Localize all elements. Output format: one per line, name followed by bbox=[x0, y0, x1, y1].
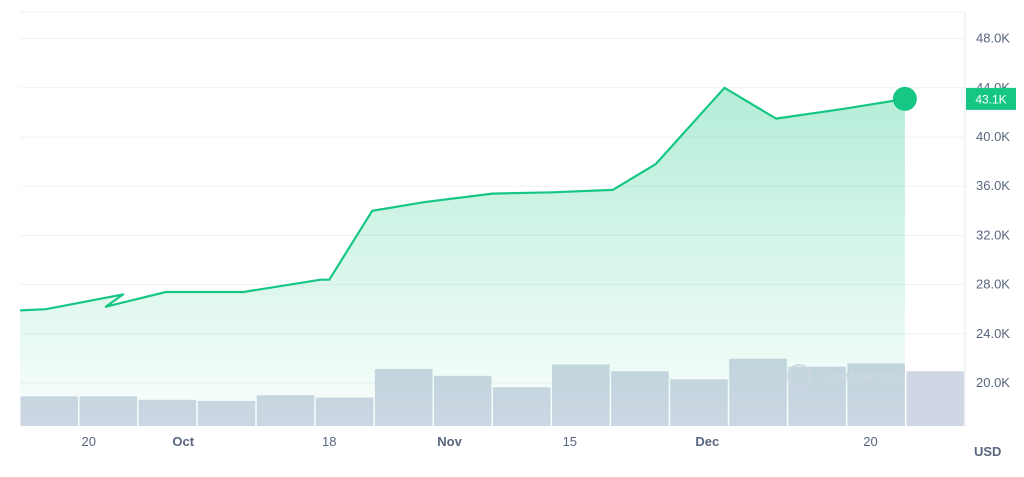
y-tick-label: 40.0K bbox=[976, 129, 1010, 144]
y-tick-label: 36.0K bbox=[976, 178, 1010, 193]
y-tick-label: 32.0K bbox=[976, 227, 1010, 242]
x-tick-label: 15 bbox=[563, 434, 577, 449]
x-tick-label: Nov bbox=[437, 434, 462, 449]
x-tick-label: Dec bbox=[695, 434, 719, 449]
x-tick-label: Oct bbox=[172, 434, 194, 449]
price-area-fill bbox=[20, 87, 905, 427]
price-line bbox=[19, 86, 906, 312]
y-tick-label: 20.0K bbox=[976, 375, 1010, 390]
x-tick-label: 20 bbox=[863, 434, 877, 449]
y-tick-label: 24.0K bbox=[976, 326, 1010, 341]
volume-bar bbox=[906, 371, 964, 426]
x-tick-label: 20 bbox=[81, 434, 95, 449]
currency-label: USD bbox=[974, 444, 1001, 459]
current-price-dot bbox=[892, 86, 917, 111]
y-tick-label: 28.0K bbox=[976, 277, 1010, 292]
current-price-badge bbox=[966, 87, 1016, 110]
watermark-text: CoinMarketCap bbox=[818, 368, 922, 385]
axes: 20.0K24.0K28.0K32.0K36.0K40.0K44.0K48.0K… bbox=[81, 31, 1010, 449]
y-tick-label: 48.0K bbox=[976, 31, 1010, 46]
current-price-marker: 43.1K bbox=[892, 86, 1016, 111]
current-price-label: 43.1K bbox=[975, 92, 1006, 106]
price-area bbox=[19, 86, 906, 427]
watermark: CoinMarketCap bbox=[787, 364, 922, 388]
watermark-logo-icon bbox=[787, 364, 811, 388]
x-tick-label: 18 bbox=[322, 434, 336, 449]
